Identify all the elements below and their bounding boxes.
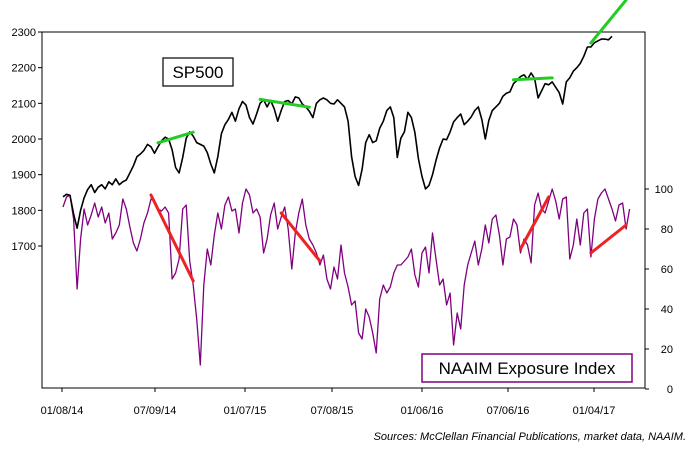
- left-tick-label: 2000: [12, 134, 36, 146]
- sp500-trend-highlight: [511, 76, 554, 82]
- left-tick-label: 1700: [12, 241, 36, 253]
- sp500-label: SP500: [172, 63, 223, 82]
- naaim-trend-highlight: [149, 193, 195, 283]
- naaim-label-box: [421, 353, 633, 383]
- right-tick-label: 0: [667, 384, 673, 396]
- right-tick-label: 40: [661, 304, 673, 316]
- left-tick-label: 2100: [12, 98, 36, 110]
- x-tick-label: 01/07/15: [224, 405, 267, 417]
- sp500-line: [62, 35, 613, 229]
- source-note: Sources: McClellan Financial Publication…: [373, 431, 686, 443]
- right-tick-label: 60: [661, 264, 673, 276]
- left-tick-label: 2200: [12, 63, 36, 75]
- left-tick-label: 1800: [12, 205, 36, 217]
- x-tick-label: 07/06/16: [487, 405, 530, 417]
- left-tick-label: 1900: [12, 170, 36, 182]
- x-tick-label: 07/09/14: [134, 405, 177, 417]
- x-tick-label: 01/04/17: [573, 405, 616, 417]
- naaim-line: [62, 188, 631, 366]
- naaim-trend-highlight: [519, 195, 551, 251]
- naaim-trend-highlight: [589, 223, 628, 255]
- right-tick-label: 20: [661, 344, 673, 356]
- x-tick-label: 01/08/14: [41, 405, 84, 417]
- sp500-trend-highlight: [258, 97, 311, 109]
- sp500-label-box: [162, 57, 234, 87]
- sp500-trend-highlight: [156, 130, 195, 145]
- sp500-trend-highlight: [589, 0, 628, 45]
- x-tick-label: 07/08/15: [311, 405, 354, 417]
- naaim-trend-highlight: [279, 211, 322, 263]
- left-tick-label: 2300: [12, 27, 36, 39]
- naaim-label: NAAIM Exposure Index: [439, 359, 616, 378]
- right-tick-label: 100: [655, 184, 673, 196]
- right-tick-label: 80: [661, 224, 673, 236]
- x-tick-label: 01/06/16: [401, 405, 444, 417]
